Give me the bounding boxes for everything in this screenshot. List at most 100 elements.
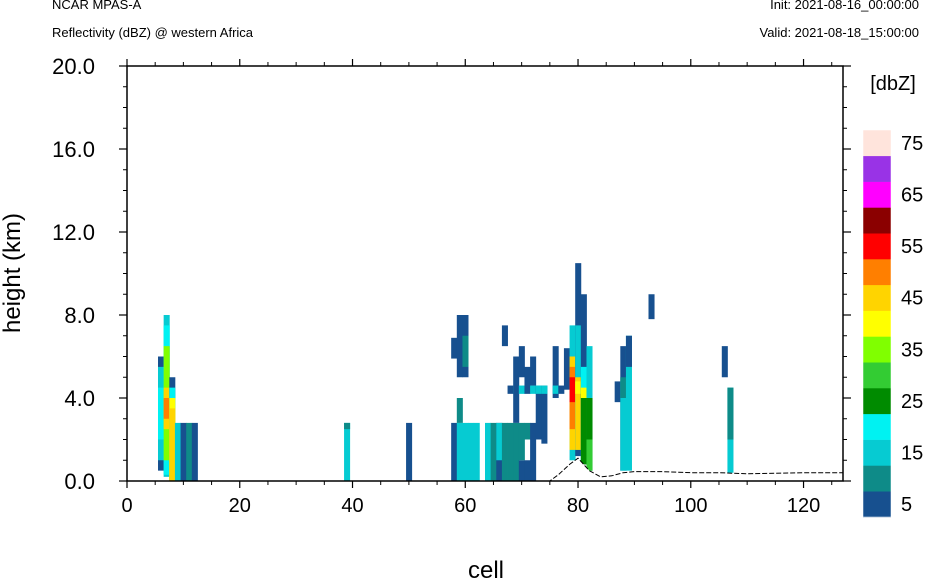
colorbar-swatch xyxy=(863,233,891,260)
x-tick-label: 0 xyxy=(121,495,132,517)
x-tick-label: 100 xyxy=(674,495,707,517)
y-tick-label: 12.0 xyxy=(52,220,95,245)
reflectivity-cell xyxy=(625,335,632,367)
reflectivity-cell xyxy=(451,422,458,481)
colorbar-tick-label: 25 xyxy=(901,391,923,413)
reflectivity-cell xyxy=(530,385,537,394)
x-axis: 0 20 40 60 80 100 120 xyxy=(121,59,833,517)
reflectivity-cell xyxy=(575,381,582,394)
reflectivity-cell xyxy=(575,377,582,450)
colorbar-tick-label: 65 xyxy=(901,185,923,207)
colorbar-unit-label: [dbZ] xyxy=(870,73,916,95)
x-tick-label: 20 xyxy=(229,495,251,517)
y-tick-label: 16.0 xyxy=(52,137,95,162)
reflectivity-cell xyxy=(513,356,520,423)
reflectivity-cell xyxy=(569,377,576,403)
colorbar-swatch xyxy=(863,181,891,208)
reflectivity-cell xyxy=(541,385,548,444)
reflectivity-cell xyxy=(727,387,734,440)
reflectivity-cell xyxy=(625,335,632,471)
x-axis-label: cell xyxy=(468,557,504,580)
reflectivity-cell xyxy=(580,393,587,465)
colorbar-tick-label: 45 xyxy=(901,288,923,310)
colorbar-swatch xyxy=(863,465,891,492)
colorbar-swatch xyxy=(863,439,891,466)
reflectivity-cell xyxy=(552,385,559,394)
reflectivity-cell xyxy=(586,398,593,471)
reflectivity-cell xyxy=(620,381,627,471)
field-description: Reflectivity (dBZ) @ western Africa xyxy=(52,25,254,40)
valid-time: Valid: 2021-08-18_15:00:00 xyxy=(759,25,920,40)
reflectivity-cell xyxy=(344,422,351,481)
reflectivity-cell xyxy=(614,381,621,403)
plot-frame xyxy=(126,65,844,482)
y-axis-label: height (km) xyxy=(0,213,26,333)
reflectivity-cell xyxy=(721,346,728,378)
reflectivity-cell xyxy=(501,325,508,347)
reflectivity-cell xyxy=(163,398,170,419)
reflectivity-cell xyxy=(456,398,463,423)
reflectivity-cell xyxy=(524,366,531,394)
reflectivity-cell xyxy=(507,422,514,481)
y-tick-label: 0.0 xyxy=(64,469,95,494)
x-tick-label: 40 xyxy=(341,495,363,517)
colorbar-swatch xyxy=(863,491,891,518)
y-tick-label: 8.0 xyxy=(64,303,95,328)
colorbar-outline xyxy=(862,129,892,518)
reflectivity-cell xyxy=(518,385,525,394)
colorbar-swatch xyxy=(863,413,891,440)
x-tick-label: 120 xyxy=(787,495,820,517)
reflectivity-cell xyxy=(580,387,587,399)
colorbar-tick-label: 75 xyxy=(901,133,923,155)
colorbar-tick-label: 5 xyxy=(901,494,912,516)
reflectivity-cell xyxy=(473,422,480,481)
colorbar: 5 15 25 35 45 55 65 75 xyxy=(862,129,923,518)
reflectivity-cell xyxy=(490,422,497,481)
colorbar-tick-label: 15 xyxy=(901,443,923,465)
reflectivity-cell xyxy=(501,422,508,481)
reflectivity-cell xyxy=(524,460,531,481)
reflectivity-cell xyxy=(648,294,655,320)
reflectivity-cell xyxy=(541,385,548,394)
colorbar-swatch xyxy=(863,130,891,157)
reflectivity-cell xyxy=(186,422,193,481)
reflectivity-cell xyxy=(530,356,537,386)
reflectivity-cell xyxy=(518,460,525,481)
reflectivity-cell xyxy=(518,346,525,378)
reflectivity-cells xyxy=(158,263,734,482)
reflectivity-cell xyxy=(406,422,413,481)
reflectivity-cell xyxy=(535,385,542,440)
colorbar-swatch xyxy=(863,284,891,311)
reflectivity-cell xyxy=(169,408,176,482)
init-time: Init: 2021-08-16_00:00:00 xyxy=(770,0,919,12)
reflectivity-cell xyxy=(518,422,525,461)
reflectivity-cell xyxy=(451,337,458,359)
reflectivity-cell xyxy=(535,385,542,394)
reflectivity-cell xyxy=(180,422,187,481)
reflectivity-cell xyxy=(191,422,198,481)
y-tick-label: 4.0 xyxy=(64,386,95,411)
reflectivity-cell xyxy=(462,335,469,367)
colorbar-swatch xyxy=(863,259,891,286)
reflectivity-cell xyxy=(563,348,570,390)
colorbar-swatch xyxy=(863,388,891,415)
x-tick-label: 60 xyxy=(454,495,476,517)
model-name: NCAR MPAS-A xyxy=(52,0,142,12)
reflectivity-cell xyxy=(552,346,559,399)
reflectivity-cell xyxy=(558,385,565,394)
terrain-line xyxy=(127,457,843,482)
terrain-profile xyxy=(127,457,843,482)
reflectivity-cell xyxy=(344,422,351,430)
reflectivity-cell xyxy=(586,439,593,471)
colorbar-tick-label: 55 xyxy=(901,236,923,258)
reflectivity-cell xyxy=(530,422,537,481)
terrain-fill xyxy=(127,458,843,481)
colorbar-swatch xyxy=(863,362,891,389)
colorbar-swatch xyxy=(863,155,891,182)
reflectivity-cell xyxy=(513,422,520,481)
y-axis: 0.0 4.0 8.0 12.0 16.0 20.0 xyxy=(52,54,851,494)
reflectivity-cell xyxy=(456,315,463,378)
colorbar-tick-label: 35 xyxy=(901,339,923,361)
x-tick-label: 80 xyxy=(567,495,589,517)
